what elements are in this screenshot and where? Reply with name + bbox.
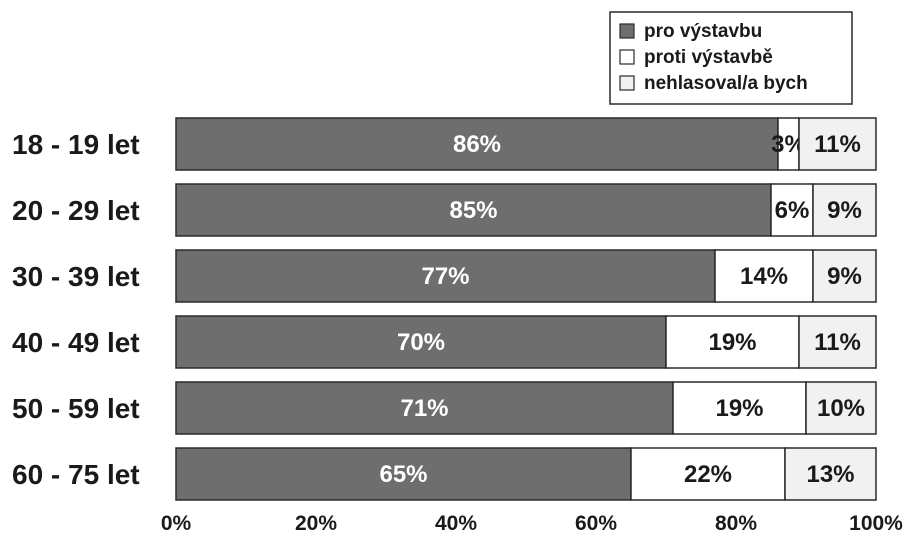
bar-segment	[175, 315, 667, 369]
data-label: 13%	[806, 461, 854, 488]
data-label: 65%	[379, 461, 427, 488]
category-label: 50 - 59 let	[12, 393, 140, 424]
category-label: 20 - 29 let	[12, 195, 140, 226]
category-label: 60 - 75 let	[12, 459, 140, 490]
legend-swatch	[619, 23, 635, 39]
bar-segment	[798, 117, 877, 171]
x-tick-label: 100%	[849, 512, 903, 535]
legend-swatch	[619, 49, 635, 65]
data-label: 86%	[453, 131, 501, 158]
bar-segment	[665, 315, 800, 369]
x-tick-label: 0%	[161, 512, 192, 535]
legend-box	[609, 11, 853, 105]
data-label: 77%	[421, 263, 469, 290]
x-axis-ticks: 0% 20% 40% 60% 80% 100%	[161, 512, 903, 535]
bar-segment	[714, 249, 814, 303]
data-label: 19%	[715, 395, 763, 422]
bar-segment	[630, 447, 786, 501]
data-label: 85%	[449, 197, 497, 224]
data-label: 22%	[684, 461, 732, 488]
data-label: 14%	[740, 263, 788, 290]
category-label: 40 - 49 let	[12, 327, 140, 358]
legend: pro výstavbu proti výstavbě nehlasoval/a b…	[609, 11, 853, 105]
bar-segment	[175, 183, 772, 237]
data-label: 19%	[708, 329, 756, 356]
data-label: 11%	[814, 329, 861, 356]
legend-label: proti výstavbě	[644, 47, 773, 68]
bars-group: 86% 3% 11%85% 6% 9%77% 14% 9%70% 19% 11%71% 19% 10…	[175, 117, 877, 501]
bar-segment	[798, 315, 877, 369]
bar-segment	[672, 381, 807, 435]
category-label: 18 - 19 let	[12, 129, 140, 160]
category-labels: 18 - 19 let 20 - 29 let 30 - 39 let 40 - 49…	[12, 129, 140, 490]
bar-segment	[175, 381, 674, 435]
legend-label: nehlasoval/a bych	[644, 73, 808, 94]
data-label: 10%	[817, 395, 865, 422]
bar-segment	[770, 183, 814, 237]
x-tick-label: 20%	[295, 512, 337, 535]
data-label: 71%	[400, 395, 448, 422]
bar-segment	[784, 447, 877, 501]
legend-swatch	[619, 75, 635, 91]
bar-segment	[812, 183, 877, 237]
bar-segment	[812, 249, 877, 303]
bar-segment	[175, 249, 716, 303]
data-label: 9%	[827, 197, 862, 224]
data-label: 9%	[827, 263, 862, 290]
x-tick-label: 40%	[435, 512, 477, 535]
bar-segment	[805, 381, 877, 435]
legend-label: pro výstavbu	[644, 21, 762, 42]
bar-segment	[175, 117, 779, 171]
data-label: 11%	[814, 131, 861, 158]
category-label: 30 - 39 let	[12, 261, 140, 292]
x-tick-label: 60%	[575, 512, 617, 535]
data-label: 6%	[775, 197, 810, 224]
x-tick-label: 80%	[715, 512, 757, 535]
data-label: 70%	[397, 329, 445, 356]
